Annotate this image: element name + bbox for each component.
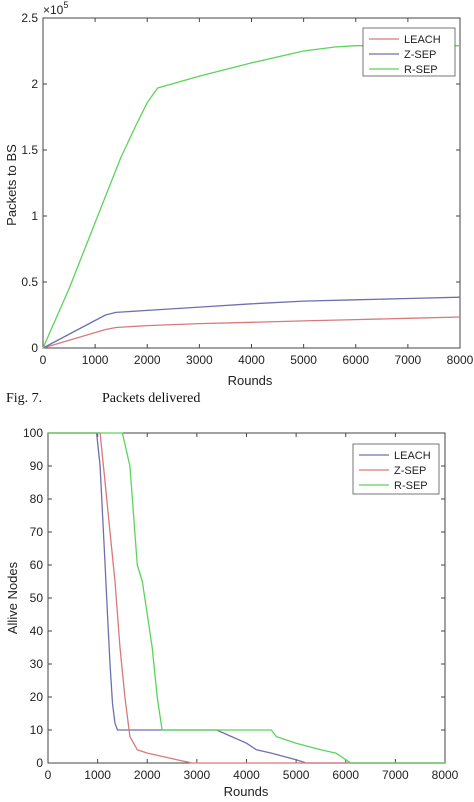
x-tick-label: 6000 [342,353,369,367]
legend-label: LEACH [394,450,431,462]
legend-box [362,27,456,77]
series-line-z-sep [42,296,461,349]
y-axis-exponent: ×105 [43,0,68,17]
y-tick-label: 1 [31,209,38,223]
x-tick-label: 1000 [84,768,111,782]
y-tick-label: 100 [23,426,43,440]
x-tick-label: 5000 [283,768,310,782]
x-tick-label: 1000 [82,353,109,367]
figure-caption-label: Fig. 7. [6,391,42,406]
x-tick-label: 3000 [184,768,211,782]
x-tick-label: 7000 [382,768,409,782]
y-tick-label: 70 [30,525,44,539]
x-tick-label: 4000 [238,353,265,367]
x-tick-label: 8000 [447,353,474,367]
y-tick-label: 90 [30,459,44,473]
legend-label: R-SEP [404,64,438,76]
legend: LEACH Z-SEP R-SEP [352,443,440,495]
packets-chart: 0 1000 2000 3000 4000 5000 6000 7000 8000 0 0.5 1 1.… [4,0,474,388]
x-axis-label: Rounds [228,373,273,388]
legend-label: R-SEP [394,480,428,492]
y-tick-label: 0 [31,341,38,355]
y-tick-label: 10 [30,723,44,737]
x-tick-label: 4000 [233,768,260,782]
x-tick-label: 0 [45,768,52,782]
x-tick-label: 7000 [395,353,422,367]
alive-nodes-chart: 0 1000 2000 3000 4000 5000 6000 7000 8000 0 10 20 30… [5,426,459,799]
figure-caption-text: Packets delivered [102,391,200,406]
x-tick-label: 5000 [290,353,317,367]
series-line-r-sep [42,45,460,349]
y-axis-label: Allive Nodes [5,561,20,634]
legend-label: Z-SEP [394,465,426,477]
legend: LEACH Z-SEP R-SEP [362,27,456,77]
y-tick-label: 80 [30,492,44,506]
y-tick-label: 30 [30,657,44,671]
y-tick-label: 50 [30,591,44,605]
y-tick-label: 60 [30,558,44,572]
legend-box [352,443,440,495]
y-tick-label: 0 [36,756,43,770]
series-line-r-sep [48,432,445,764]
y-axis-label: Packets to BS [4,144,19,226]
x-tick-label: 6000 [332,768,359,782]
x-axis-label: Rounds [224,784,269,799]
x-tick-label: 3000 [186,353,213,367]
y-tick-label: 2.5 [21,11,38,25]
series-line-z-sep [48,432,445,764]
y-tick-label: 2 [31,77,38,91]
legend-label: Z-SEP [404,49,436,61]
x-tick-label: 0 [40,353,47,367]
series-line-leach [48,432,445,764]
y-tick-label: 40 [30,624,44,638]
y-tick-label: 1.5 [21,143,38,157]
y-tick-label: 20 [30,690,44,704]
x-tick-label: 2000 [134,353,161,367]
x-tick-label: 2000 [134,768,161,782]
x-tick-label: 8000 [432,768,459,782]
legend-label: LEACH [404,34,441,46]
series-line-leach [42,316,461,349]
y-tick-label: 0.5 [21,275,38,289]
